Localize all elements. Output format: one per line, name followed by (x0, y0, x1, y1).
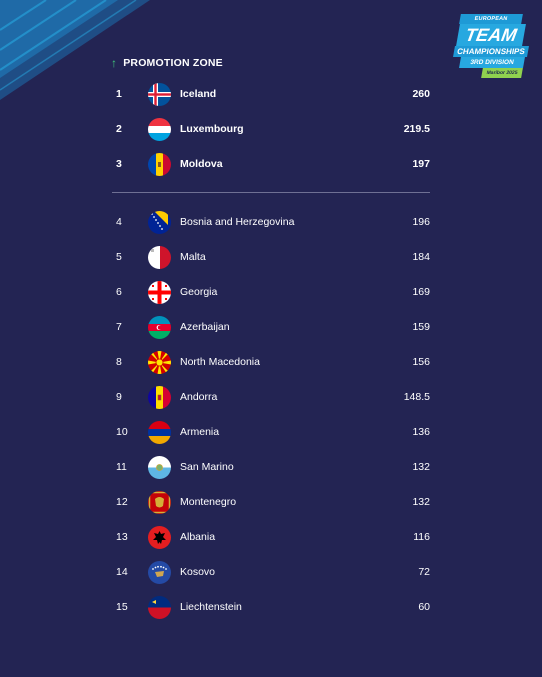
rank: 12 (116, 496, 128, 508)
table-row: 5 Malta 184 (112, 244, 430, 270)
points: 184 (412, 251, 430, 263)
rank: 2 (116, 123, 122, 135)
rank: 3 (116, 158, 122, 170)
table-row: 2 Luxembourg 219.5 (112, 116, 430, 142)
table-row: 12 Montenegro 132 (112, 489, 430, 515)
country-name: Bosnia and Herzegovina (180, 216, 295, 228)
logo-division: 3RD DIVISION (459, 57, 525, 68)
table-row: 6 Georgia 169 (112, 279, 430, 305)
points: 260 (412, 88, 430, 100)
luxembourg-flag-icon (148, 117, 171, 141)
country-name: Malta (180, 251, 206, 263)
rank: 9 (116, 391, 122, 403)
rank: 4 (116, 216, 122, 228)
country-name: Andorra (180, 391, 218, 403)
rank: 10 (116, 426, 128, 438)
albania-flag-icon (148, 525, 171, 549)
points: 136 (412, 426, 430, 438)
country-name: San Marino (180, 461, 234, 473)
country-name: Montenegro (180, 496, 237, 508)
points: 169 (412, 286, 430, 298)
points: 219.5 (403, 123, 430, 135)
rank: 1 (116, 88, 122, 100)
table-row: 8 North Macedonia 156 (112, 349, 430, 375)
table-row: 4 Bosnia and Herzegovina 196 (112, 209, 430, 235)
points: 196 (412, 216, 430, 228)
event-logo: EUROPEAN ATHLETICS TEAM CHAMPIONSHIPS 3R… (448, 12, 534, 84)
rank: 5 (116, 251, 122, 263)
rank: 14 (116, 566, 128, 578)
points: 72 (418, 566, 430, 578)
country-name: Moldova (180, 158, 223, 170)
table-row: 11 San Marino 132 (112, 454, 430, 480)
moldova-flag-icon (148, 152, 171, 176)
table-row: 10 Armenia 136 (112, 419, 430, 445)
points: 60 (418, 601, 430, 613)
logo-brand: EUROPEAN ATHLETICS (459, 14, 523, 32)
promotion-zone-header: ↑ PROMOTION ZONE (111, 56, 223, 70)
logo-team: TEAM (456, 24, 526, 46)
country-name: Iceland (180, 88, 217, 100)
table-row: 3 Moldova 197 (112, 151, 430, 177)
up-arrow-icon: ↑ (111, 56, 118, 70)
country-name: Luxembourg (180, 123, 244, 135)
country-name: Albania (180, 531, 216, 543)
bosnia-flag-icon (148, 210, 171, 234)
iceland-flag-icon (148, 82, 171, 106)
points: 156 (412, 356, 430, 368)
points: 197 (412, 158, 430, 170)
points: 132 (412, 496, 430, 508)
logo-championships: CHAMPIONSHIPS (453, 46, 529, 57)
andorra-flag-icon (148, 385, 171, 409)
montenegro-flag-icon (148, 490, 171, 514)
country-name: Azerbaijan (180, 321, 230, 333)
rank: 15 (116, 601, 128, 613)
azerbaijan-flag-icon (148, 315, 171, 339)
points: 159 (412, 321, 430, 333)
points: 116 (413, 531, 430, 543)
kosovo-flag-icon (148, 560, 171, 584)
rank: 8 (116, 356, 122, 368)
north-macedonia-flag-icon (148, 350, 171, 374)
promotion-divider (112, 192, 430, 193)
country-name: Armenia (180, 426, 220, 438)
table-row: 9 Andorra 148.5 (112, 384, 430, 410)
rank: 11 (116, 461, 127, 473)
promotion-zone-label: PROMOTION ZONE (123, 57, 223, 69)
rank: 6 (116, 286, 122, 298)
georgia-flag-icon (148, 280, 171, 304)
table-row: 7 Azerbaijan 159 (112, 314, 430, 340)
country-name: Georgia (180, 286, 218, 298)
points: 148.5 (403, 391, 430, 403)
liechtenstein-flag-icon (148, 595, 171, 619)
country-name: Kosovo (180, 566, 216, 578)
malta-flag-icon (148, 245, 171, 269)
country-name: North Macedonia (180, 356, 260, 368)
rank: 13 (116, 531, 128, 543)
table-row: 14 Kosovo 72 (112, 559, 430, 585)
armenia-flag-icon (148, 420, 171, 444)
country-name: Liechtenstein (180, 601, 242, 613)
san-marino-flag-icon (148, 455, 171, 479)
logo-place: Maribor 2025 (481, 68, 523, 78)
table-row: 15 Liechtenstein 60 (112, 594, 430, 620)
table-row: 13 Albania 116 (112, 524, 430, 550)
table-row: 1 Iceland 260 (112, 81, 430, 107)
rank: 7 (116, 321, 122, 333)
points: 132 (412, 461, 430, 473)
